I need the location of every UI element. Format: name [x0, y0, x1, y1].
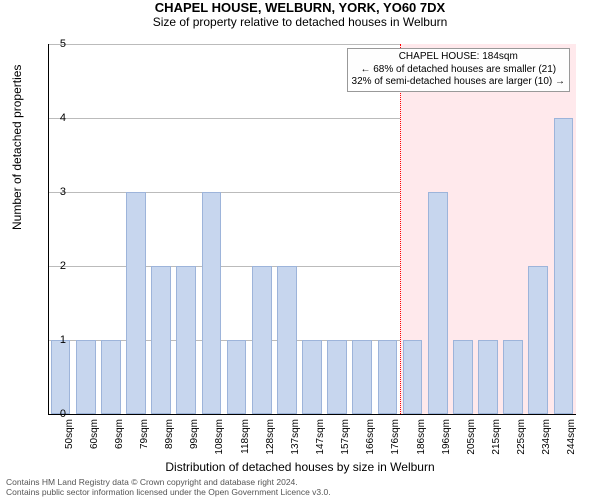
xtick-label: 166sqm — [365, 419, 376, 455]
bar — [277, 266, 297, 414]
xtick-label: 157sqm — [340, 419, 351, 455]
bar — [528, 266, 548, 414]
annotation-box: CHAPEL HOUSE: 184sqm ← 68% of detached h… — [347, 48, 570, 92]
marker-line — [400, 44, 401, 414]
xtick-label: 186sqm — [416, 419, 427, 455]
ytick-label: 5 — [60, 38, 66, 50]
bar — [302, 340, 322, 414]
footer-line2: Contains public sector information licen… — [6, 488, 331, 498]
annotation-line1: CHAPEL HOUSE: 184sqm — [352, 51, 565, 64]
xtick-label: 205sqm — [466, 419, 477, 455]
xtick-label: 147sqm — [315, 419, 326, 455]
x-axis-label: Distribution of detached houses by size … — [0, 460, 600, 474]
xtick-label: 244sqm — [566, 419, 577, 455]
chart-title: CHAPEL HOUSE, WELBURN, YORK, YO60 7DX — [0, 0, 600, 15]
annotation-line2: ← 68% of detached houses are smaller (21… — [352, 64, 565, 77]
xtick-label: 99sqm — [189, 419, 200, 449]
xtick-label: 60sqm — [89, 419, 100, 449]
bar — [202, 192, 222, 414]
ytick-label: 4 — [60, 112, 66, 124]
xtick-label: 118sqm — [240, 419, 251, 454]
bar — [227, 340, 247, 414]
bar — [503, 340, 523, 414]
xtick-label: 50sqm — [64, 419, 75, 449]
ytick-label: 1 — [60, 334, 66, 346]
xtick-label: 176sqm — [390, 419, 401, 455]
x-axis — [48, 414, 576, 415]
annotation-line3: 32% of semi-detached houses are larger (… — [352, 76, 565, 89]
xtick-label: 69sqm — [114, 419, 125, 449]
bar — [428, 192, 448, 414]
bar — [378, 340, 398, 414]
bar — [352, 340, 372, 414]
bar — [554, 118, 574, 414]
bar — [327, 340, 347, 414]
xtick-label: 79sqm — [139, 419, 150, 449]
bar — [176, 266, 196, 414]
xtick-label: 137sqm — [290, 419, 301, 455]
xtick-label: 234sqm — [541, 419, 552, 455]
xtick-label: 108sqm — [214, 419, 225, 455]
xtick-label: 215sqm — [491, 419, 502, 455]
y-axis — [48, 44, 49, 414]
bar — [478, 340, 498, 414]
xtick-label: 225sqm — [516, 419, 527, 455]
bar — [151, 266, 171, 414]
footer-attribution: Contains HM Land Registry data © Crown c… — [6, 478, 331, 498]
bar — [453, 340, 473, 414]
xtick-label: 89sqm — [164, 419, 175, 449]
chart-subtitle: Size of property relative to detached ho… — [0, 15, 600, 29]
chart-plot-area: CHAPEL HOUSE: 184sqm ← 68% of detached h… — [48, 44, 576, 414]
xtick-label: 196sqm — [441, 419, 452, 455]
bar — [403, 340, 423, 414]
xtick-label: 128sqm — [265, 419, 276, 455]
bar — [101, 340, 121, 414]
bar — [51, 340, 71, 414]
ytick-label: 3 — [60, 186, 66, 198]
y-axis-label: Number of detached properties — [10, 65, 24, 230]
bar — [252, 266, 272, 414]
bar — [76, 340, 96, 414]
bar — [126, 192, 146, 414]
ytick-label: 2 — [60, 260, 66, 272]
